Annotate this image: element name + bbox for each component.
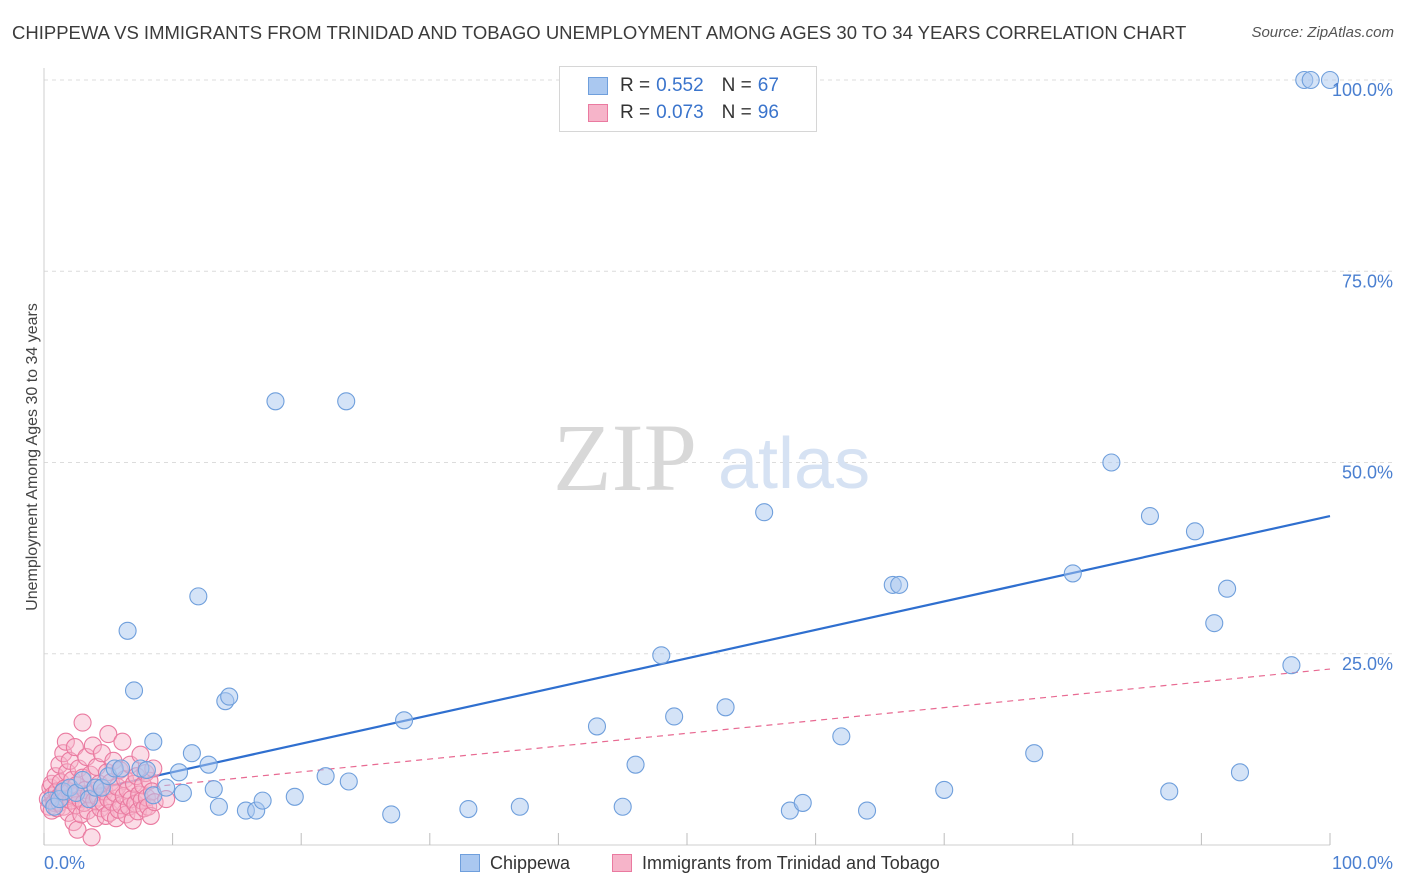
grid-layer bbox=[44, 79, 1396, 655]
chippewa-point bbox=[285, 787, 304, 806]
bottom-legend-label: Chippewa bbox=[490, 852, 571, 873]
chippewa-point bbox=[1205, 614, 1224, 633]
points-layer bbox=[38, 70, 1340, 847]
chippewa-point bbox=[118, 621, 137, 640]
trinidad-swatch bbox=[588, 104, 608, 122]
chippewa-point bbox=[337, 392, 356, 411]
chippewa-point bbox=[124, 681, 144, 700]
y-tick-label: 50.0% bbox=[1342, 463, 1393, 483]
chippewa-point bbox=[316, 767, 335, 786]
chippewa-point bbox=[395, 711, 414, 730]
chippewa-point bbox=[890, 575, 909, 594]
y-tick-label: 100.0% bbox=[1332, 80, 1393, 100]
chippewa-point bbox=[169, 763, 189, 782]
legend-n-value: 96 bbox=[757, 102, 779, 123]
chippewa-point bbox=[626, 755, 645, 774]
watermark-atlas: atlas bbox=[718, 424, 870, 504]
trinidad-swatch bbox=[612, 854, 632, 872]
trinidad-point bbox=[50, 755, 69, 774]
x-tick-label: 0.0% bbox=[44, 853, 85, 873]
chippewa-point bbox=[382, 805, 401, 824]
trinidad-point bbox=[113, 732, 132, 751]
x-tick-label: 100.0% bbox=[1332, 853, 1393, 873]
chippewa-point bbox=[1140, 506, 1160, 526]
chart-title: CHIPPEWA VS IMMIGRANTS FROM TRINIDAD AND… bbox=[12, 22, 1187, 43]
chippewa-point bbox=[1218, 579, 1237, 598]
chippewa-point bbox=[112, 759, 131, 778]
trinidad-point bbox=[73, 713, 92, 732]
trend-layer bbox=[43, 514, 1331, 802]
legend-r-label: R = bbox=[620, 75, 651, 96]
y-axis-title: Unemployment Among Ages 30 to 34 years bbox=[24, 303, 41, 611]
chippewa-point bbox=[665, 707, 684, 726]
bottom-legend-chippewa: Chippewa bbox=[460, 851, 570, 875]
chippewa-point bbox=[1282, 656, 1301, 675]
chippewa-point bbox=[1025, 744, 1044, 763]
chippewa-point bbox=[204, 780, 223, 799]
trinidad-point bbox=[56, 732, 75, 751]
chippewa-point bbox=[1320, 70, 1340, 90]
chippewa-swatch bbox=[588, 77, 608, 95]
trinidad-point bbox=[82, 828, 101, 847]
chippewa-point bbox=[1160, 782, 1179, 801]
chippewa-point bbox=[587, 717, 607, 736]
bottom-legend-label: Immigrants from Trinidad and Tobago bbox=[642, 852, 940, 873]
chippewa-point bbox=[793, 793, 812, 812]
y-tick-label: 25.0% bbox=[1342, 654, 1393, 674]
stats-legend: R = 0.552 N = 67 R = 0.073 N = 96 bbox=[559, 66, 817, 132]
chippewa-point bbox=[459, 799, 478, 819]
chippewa-trend-line bbox=[43, 514, 1331, 802]
chippewa-point bbox=[716, 698, 735, 717]
chippewa-point bbox=[1230, 763, 1250, 782]
trinidad-point bbox=[54, 744, 73, 763]
legend-row-trinidad: R = 0.073 N = 96 bbox=[588, 100, 779, 126]
trinidad-trend-line bbox=[43, 668, 1331, 799]
chippewa-point bbox=[157, 778, 176, 797]
chippewa-point bbox=[253, 791, 272, 810]
legend-n-label: N = bbox=[721, 75, 752, 96]
source-credit: Source: ZipAtlas.com bbox=[1251, 24, 1394, 41]
trinidad-point bbox=[68, 820, 87, 839]
chippewa-point bbox=[613, 797, 632, 816]
legend-n-label: N = bbox=[721, 102, 752, 123]
chippewa-point bbox=[199, 755, 218, 774]
chippewa-point bbox=[144, 732, 163, 751]
legend-row-chippewa: R = 0.552 N = 67 bbox=[588, 73, 779, 99]
chippewa-point bbox=[652, 646, 671, 665]
trinidad-point bbox=[141, 806, 160, 825]
trinidad-point bbox=[99, 725, 118, 744]
chippewa-point bbox=[339, 772, 358, 791]
chippewa-point bbox=[182, 744, 201, 763]
legend-r-value: 0.073 bbox=[656, 102, 704, 123]
chippewa-point bbox=[220, 687, 239, 706]
chippewa-point bbox=[1185, 522, 1205, 541]
chippewa-point bbox=[1301, 70, 1320, 90]
watermark-zip: ZIP bbox=[553, 404, 697, 511]
chippewa-point bbox=[857, 801, 877, 820]
chippewa-swatch bbox=[460, 854, 480, 872]
chippewa-point bbox=[173, 783, 192, 803]
chippewa-point bbox=[1102, 453, 1121, 472]
axis-layer bbox=[43, 68, 1331, 846]
chippewa-point bbox=[266, 392, 285, 411]
legend-n-value: 67 bbox=[757, 75, 779, 96]
y-tick-label: 75.0% bbox=[1342, 271, 1393, 291]
chippewa-point bbox=[935, 780, 954, 799]
bottom-legend-trinidad: Immigrants from Trinidad and Tobago bbox=[612, 851, 940, 875]
legend-r-label: R = bbox=[620, 102, 651, 123]
chippewa-point bbox=[209, 797, 228, 816]
chippewa-point bbox=[137, 760, 156, 780]
tick-label-layer: 25.0% 50.0% 75.0% 100.0% 0.0% 100.0% bbox=[44, 80, 1393, 873]
chippewa-point bbox=[755, 503, 774, 522]
chippewa-point bbox=[189, 587, 208, 606]
chippewa-point bbox=[1063, 564, 1082, 583]
trinidad-point bbox=[65, 738, 84, 757]
chippewa-point bbox=[832, 727, 851, 746]
legend-r-value: 0.552 bbox=[656, 75, 704, 96]
chippewa-point bbox=[510, 797, 529, 816]
